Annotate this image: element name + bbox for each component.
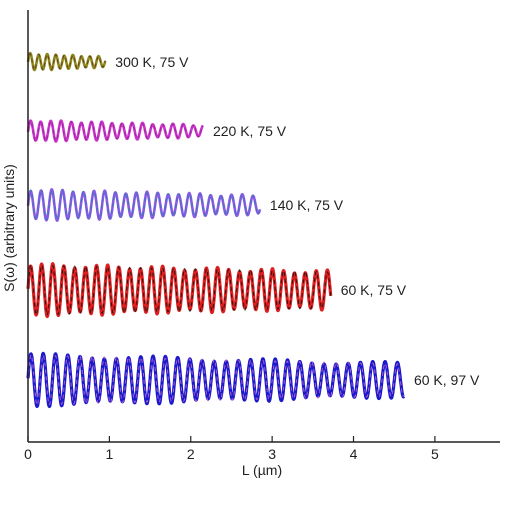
x-tick-label: 3 — [268, 446, 276, 462]
series-label: 300 K, 75 V — [115, 54, 189, 70]
series-label: 140 K, 75 V — [270, 197, 344, 213]
series-trace — [26, 119, 204, 143]
series-fit-trace — [27, 120, 204, 142]
series-fit-trace — [27, 189, 261, 221]
series-labels: 300 K, 75 V 220 K, 75 V 140 K, 75 V 60 K, 7… — [115, 54, 480, 388]
y-axis-label: S(ω) (arbitrary units) — [1, 164, 17, 292]
series-label: 220 K, 75 V — [213, 123, 287, 139]
series-fit-trace — [27, 264, 332, 316]
traces — [26, 51, 406, 409]
x-tick-label: 2 — [187, 446, 195, 462]
x-tick-label: 1 — [105, 446, 113, 462]
series-label: 60 K, 75 V — [341, 282, 407, 298]
x-tick-label: 5 — [431, 446, 439, 462]
series-fit-trace — [27, 53, 106, 71]
x-tick-label: 0 — [24, 446, 32, 462]
x-axis-label: L (µm) — [242, 462, 282, 478]
x-tick-label: 4 — [350, 446, 358, 462]
series-label: 60 K, 97 V — [414, 372, 480, 388]
x-ticks: 0 1 2 3 4 5 — [24, 436, 439, 462]
